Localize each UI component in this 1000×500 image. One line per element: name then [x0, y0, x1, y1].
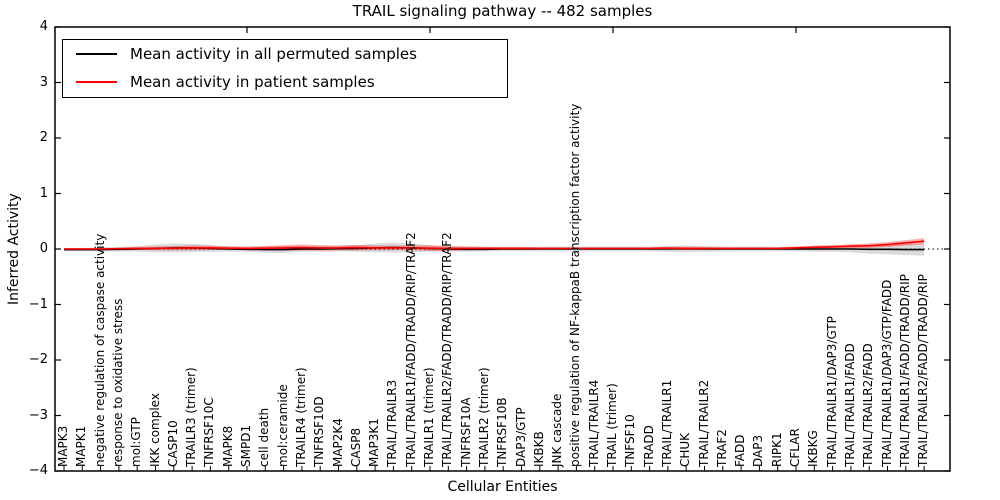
x-category-label: MAP2K4: [330, 418, 345, 467]
y-tick-label: 1: [39, 185, 48, 201]
x-category-label: CFLAR: [788, 428, 802, 467]
x-category-label: TNFRSF10D: [312, 396, 327, 467]
x-category-label: cell death: [257, 407, 272, 467]
x-category-label: MAPK1: [74, 425, 89, 467]
x-category-label: mol:GTP: [129, 417, 144, 467]
y-tick-label: 3: [39, 74, 48, 90]
chart-title: TRAIL signaling pathway -- 482 samples: [352, 2, 653, 20]
x-category-label: TRADD: [641, 425, 656, 467]
x-category-label: negative regulation of caspase activity: [92, 233, 107, 467]
x-category-label: mol:ceramide: [275, 384, 290, 467]
legend-label-patient: Mean activity in patient samples: [130, 73, 375, 91]
x-category-label: JNK cascade: [550, 393, 565, 467]
legend: Mean activity in all permuted samples Me…: [62, 39, 508, 98]
x-category-label: TRAILR3 (trimer): [184, 367, 199, 467]
permuted-line-swatch: [76, 53, 117, 55]
y-tick-label: −1: [28, 296, 48, 312]
legend-item-patient: Mean activity in patient samples: [63, 68, 507, 96]
x-axis-label: Cellular Entities: [447, 479, 558, 495]
x-category-label: RIPK1: [769, 432, 784, 467]
y-tick-label: 4: [39, 19, 48, 34]
x-category-label: IKBKB: [531, 431, 546, 467]
x-category-label: TRAIL/TRAILR1/FADD/TRADD/RIP: [897, 274, 912, 467]
patient-line-swatch: [76, 81, 117, 83]
x-category-label: MAPK3: [56, 425, 70, 467]
x-category-label: TRAIL/TRAILR1: [659, 379, 674, 467]
legend-item-permuted: Mean activity in all permuted samples: [63, 40, 507, 68]
x-category-label: CHUK: [678, 432, 693, 467]
x-category-label: TNFRSF10A: [458, 397, 473, 467]
x-category-label: TNFRSF10C: [202, 397, 217, 467]
x-category-label: positive regulation of NF-kappaB transcr…: [568, 103, 583, 467]
x-category-label: MAP3K1: [367, 418, 382, 467]
x-category-label: TNFSF10: [623, 414, 638, 467]
x-category-label: TRAIL/TRAILR2: [696, 379, 711, 467]
x-category-label: TRAILR4 (trimer): [293, 367, 308, 467]
x-category-label: TRAIL/TRAILR3: [385, 379, 400, 467]
x-category-label: IKK complex: [147, 393, 162, 467]
legend-label-permuted: Mean activity in all permuted samples: [130, 45, 417, 63]
x-category-label: TRAF2: [714, 429, 729, 467]
x-category-label: FADD: [733, 434, 748, 468]
x-category-label: TRAIL/TRAILR1/DAP3/GTP/FADD: [879, 279, 894, 467]
x-category-label: MAPK8: [220, 425, 235, 467]
patient-mean-line: [64, 240, 925, 250]
x-category-label: CASP8: [348, 427, 363, 467]
x-category-label: TRAIL/TRAILR1/FADD/TRADD/RIP/TRAF2: [403, 232, 418, 467]
y-tick-label: −4: [28, 463, 48, 478]
x-category-label: TRAIL (trimer): [605, 383, 619, 467]
y-tick-label: 2: [39, 130, 48, 145]
x-category-label: TRAIL/TRAILR4: [586, 379, 601, 467]
x-category-label: TRAIL/TRAILR2/FADD/TRADD/RIP: [916, 274, 931, 467]
y-tick-label: −2: [28, 352, 48, 367]
x-category-label: TRAIL/TRAILR2/FADD/TRADD/RIP/TRAF2: [440, 232, 455, 467]
y-tick-label: −3: [28, 407, 48, 423]
x-category-label: IKBKG: [806, 430, 821, 467]
y-tick-label: 0: [39, 241, 48, 256]
x-category-label: DAP3: [751, 434, 766, 467]
x-category-label: SMPD1: [239, 424, 253, 467]
x-category-label: CASP10: [165, 420, 180, 467]
x-category-label: DAP3/GTP: [513, 407, 528, 467]
x-category-label: response to oxidative stress: [110, 298, 125, 467]
x-category-label: TRAILR1 (trimer): [422, 367, 436, 467]
x-category-label: TRAILR2 (trimer): [476, 367, 491, 467]
x-category-label: TRAIL/TRAILR2/FADD: [861, 343, 876, 467]
x-category-label: TRAIL/TRAILR1/FADD: [842, 343, 857, 467]
x-category-label: TNFRSF10B: [495, 397, 510, 467]
x-category-label: TRAIL/TRAILR1/DAP3/GTP: [824, 316, 839, 467]
